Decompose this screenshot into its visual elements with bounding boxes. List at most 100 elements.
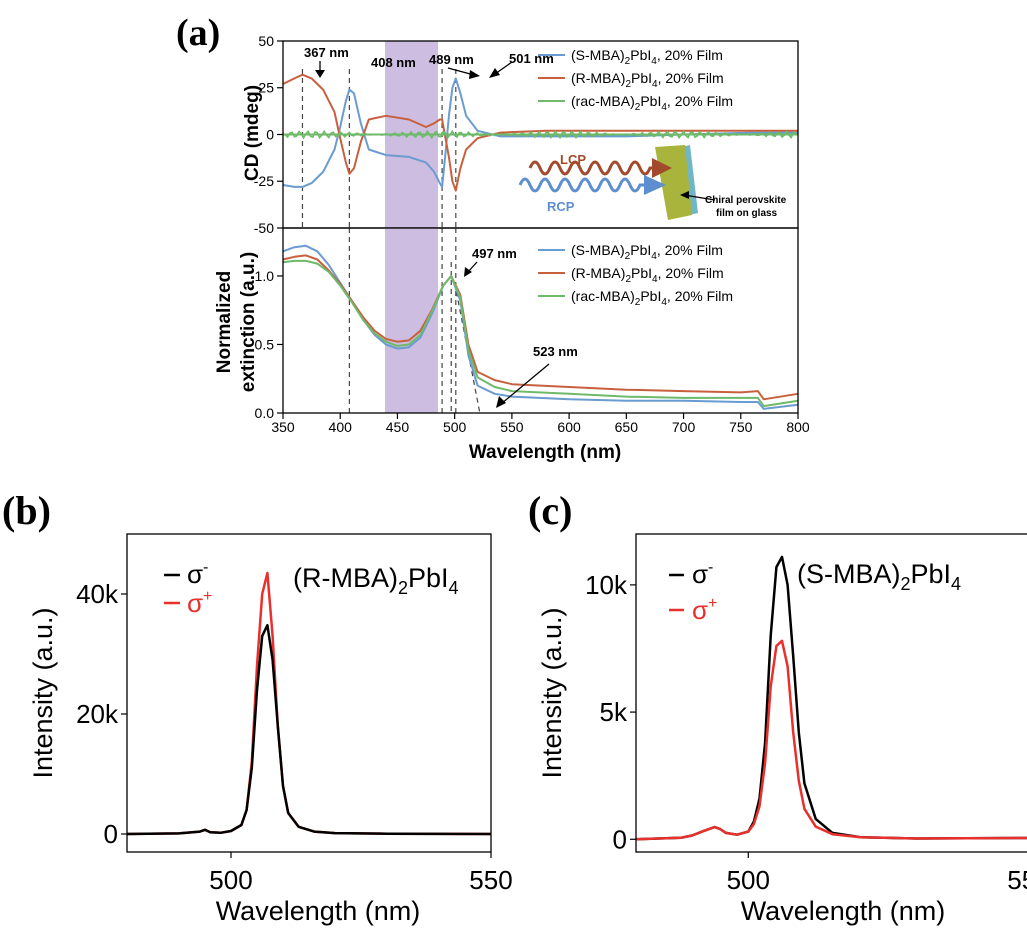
cd-plot: -50 -25 0 25 50 CD (mdeg) 367 nm 408 nm 489 … xyxy=(242,33,799,236)
annotation-497nm: 497 nm xyxy=(472,246,517,261)
ext-xtick-label: 350 xyxy=(271,419,295,435)
arrowhead-501nm xyxy=(489,68,500,78)
c-xtick-label: 550 xyxy=(1007,865,1027,895)
cd-legend: (S-MBA)2PbI4, 20% Film (R-MBA)2PbI4, 20%… xyxy=(538,47,733,113)
b-series-1 xyxy=(126,623,492,836)
legend-rac-label: (rac-MBA)2PbI4, 20% Film xyxy=(571,93,733,113)
arrowhead-367nm xyxy=(315,70,325,78)
c-ytick-label: 0 xyxy=(613,824,627,854)
ext-xtick-label: 750 xyxy=(729,419,753,435)
annotation-489nm: 489 nm xyxy=(429,52,474,67)
c-axis-ticks: 0 5k 10k 500 550 xyxy=(585,570,1027,895)
cd-ytick-label: -25 xyxy=(254,173,274,189)
inset-pointer-head xyxy=(680,191,689,199)
purple-band-ext xyxy=(385,228,438,413)
ext-y-label-line1: Normalized xyxy=(214,271,235,373)
arrowhead-523nm xyxy=(496,396,506,408)
c-series-group xyxy=(635,555,1027,841)
annotation-408nm: 408 nm xyxy=(371,55,416,70)
ext-series-3 xyxy=(282,259,799,408)
b-ytick-label: 20k xyxy=(76,699,119,729)
b-sample-label: (R-MBA)2PbI4 xyxy=(293,563,459,598)
inset-film-label-1: Chiral perovskite xyxy=(705,195,787,206)
arrowhead-497nm xyxy=(464,267,472,277)
inset-film-label-2: film on glass xyxy=(716,208,778,219)
lcp-helix xyxy=(528,160,662,176)
ext-x-label: Wavelength (nm) xyxy=(469,442,621,463)
ext-legend-r-label: (R-MBA)2PbI4, 20% Film xyxy=(571,265,724,285)
c-legend: σ- σ+ xyxy=(669,559,717,625)
ext-ytick-label: 1.0 xyxy=(255,268,275,284)
legend-r-label: (R-MBA)2PbI4, 20% Film xyxy=(571,70,724,90)
cd-series-2 xyxy=(282,73,798,192)
ext-xtick-label: 400 xyxy=(329,419,353,435)
b-xtick-label: 500 xyxy=(209,865,252,895)
ext-y-label-line2: extinction (a.u.) xyxy=(238,252,259,392)
cd-ytick-label: 25 xyxy=(258,80,274,96)
b-xtick-label: 550 xyxy=(469,865,512,895)
ext-xtick-label: 500 xyxy=(443,419,467,435)
lcp-rcp-inset: LCP RCP Chiral perovskite film on glass xyxy=(518,145,787,220)
perovskite-film xyxy=(655,145,692,220)
pl-plot-s: 0 5k 10k 500 550 Intensity (a.u.) Wavelength… xyxy=(537,533,1027,926)
b-ytick-label: 0 xyxy=(104,819,118,849)
rcp-arrowhead xyxy=(644,175,666,195)
cd-ytick-label: 0 xyxy=(266,126,274,142)
ext-xtick-label: 800 xyxy=(786,419,810,435)
cd-series-group xyxy=(282,73,798,192)
cd-y-ticks: -50 -25 0 25 50 xyxy=(254,33,283,236)
b-y-label: Intensity (a.u.) xyxy=(28,607,58,778)
c-sample-label: (S-MBA)2PbI4 xyxy=(797,559,961,594)
inset-lcp-label: LCP xyxy=(560,152,586,167)
b-axis-ticks: 0 20k 40k 500 550 xyxy=(76,579,513,895)
ext-xtick-label: 600 xyxy=(557,419,581,435)
b-ytick-label: 40k xyxy=(76,579,119,609)
lcp-arrowhead xyxy=(652,158,672,178)
b-legend-label-minus: σ- xyxy=(187,559,208,589)
panel-label-a: (a) xyxy=(176,12,220,54)
pl-plot-r: 0 20k 40k 500 550 Intensity (a.u.) Wavelengt… xyxy=(28,533,513,926)
ext-xtick-label: 450 xyxy=(386,419,410,435)
b-legend-label-plus: σ+ xyxy=(187,588,212,618)
b-series-group xyxy=(126,571,492,836)
c-y-label: Intensity (a.u.) xyxy=(537,607,567,778)
ext-ytick-label: 0.5 xyxy=(255,336,275,352)
arrow-523nm xyxy=(500,363,550,405)
c-frame xyxy=(635,533,1027,853)
panel-label-c: (c) xyxy=(528,488,572,533)
ext-legend-s-label: (S-MBA)2PbI4, 20% Film xyxy=(571,242,723,262)
legend-s-label: (S-MBA)2PbI4, 20% Film xyxy=(571,47,723,67)
cd-y-label: CD (mdeg) xyxy=(242,85,263,181)
arrowhead-489nm xyxy=(469,70,480,79)
cd-series-3-noise xyxy=(284,129,797,140)
b-x-label: Wavelength (nm) xyxy=(216,896,421,926)
ext-xtick-label: 700 xyxy=(672,419,696,435)
annotation-501nm: 501 nm xyxy=(509,51,554,66)
b-frame xyxy=(126,533,492,853)
c-x-label: Wavelength (nm) xyxy=(741,896,946,926)
annotation-523nm: 523 nm xyxy=(533,344,578,359)
ext-series-group xyxy=(282,244,799,410)
c-legend-label-minus: σ- xyxy=(692,559,713,589)
rcp-helix xyxy=(518,177,654,193)
ext-legend: (S-MBA)2PbI4, 20% Film (R-MBA)2PbI4, 20%… xyxy=(538,242,733,308)
inset-rcp-label: RCP xyxy=(547,199,575,214)
inset-pointer-arrow xyxy=(683,194,716,201)
cd-ytick-label: 50 xyxy=(258,33,274,49)
c-xtick-label: 500 xyxy=(727,865,770,895)
cd-series-1 xyxy=(282,77,798,188)
ext-frame xyxy=(282,227,799,414)
c-ytick-label: 5k xyxy=(600,697,628,727)
ext-axis-ticks: 0.0 0.5 1.0 350 400 450 500 550 600 650 700 750 800 xyxy=(255,268,810,435)
b-legend: σ- σ+ xyxy=(164,559,212,618)
c-series-2 xyxy=(635,639,1027,841)
panel-label-b: (b) xyxy=(2,488,51,533)
ext-xtick-label: 550 xyxy=(500,419,524,435)
c-ytick-label: 10k xyxy=(585,570,628,600)
cd-ytick-label: -50 xyxy=(254,220,274,236)
ext-xtick-label: 650 xyxy=(615,419,639,435)
ext-ytick-label: 0.0 xyxy=(255,405,275,421)
annotation-367nm: 367 nm xyxy=(304,45,349,60)
